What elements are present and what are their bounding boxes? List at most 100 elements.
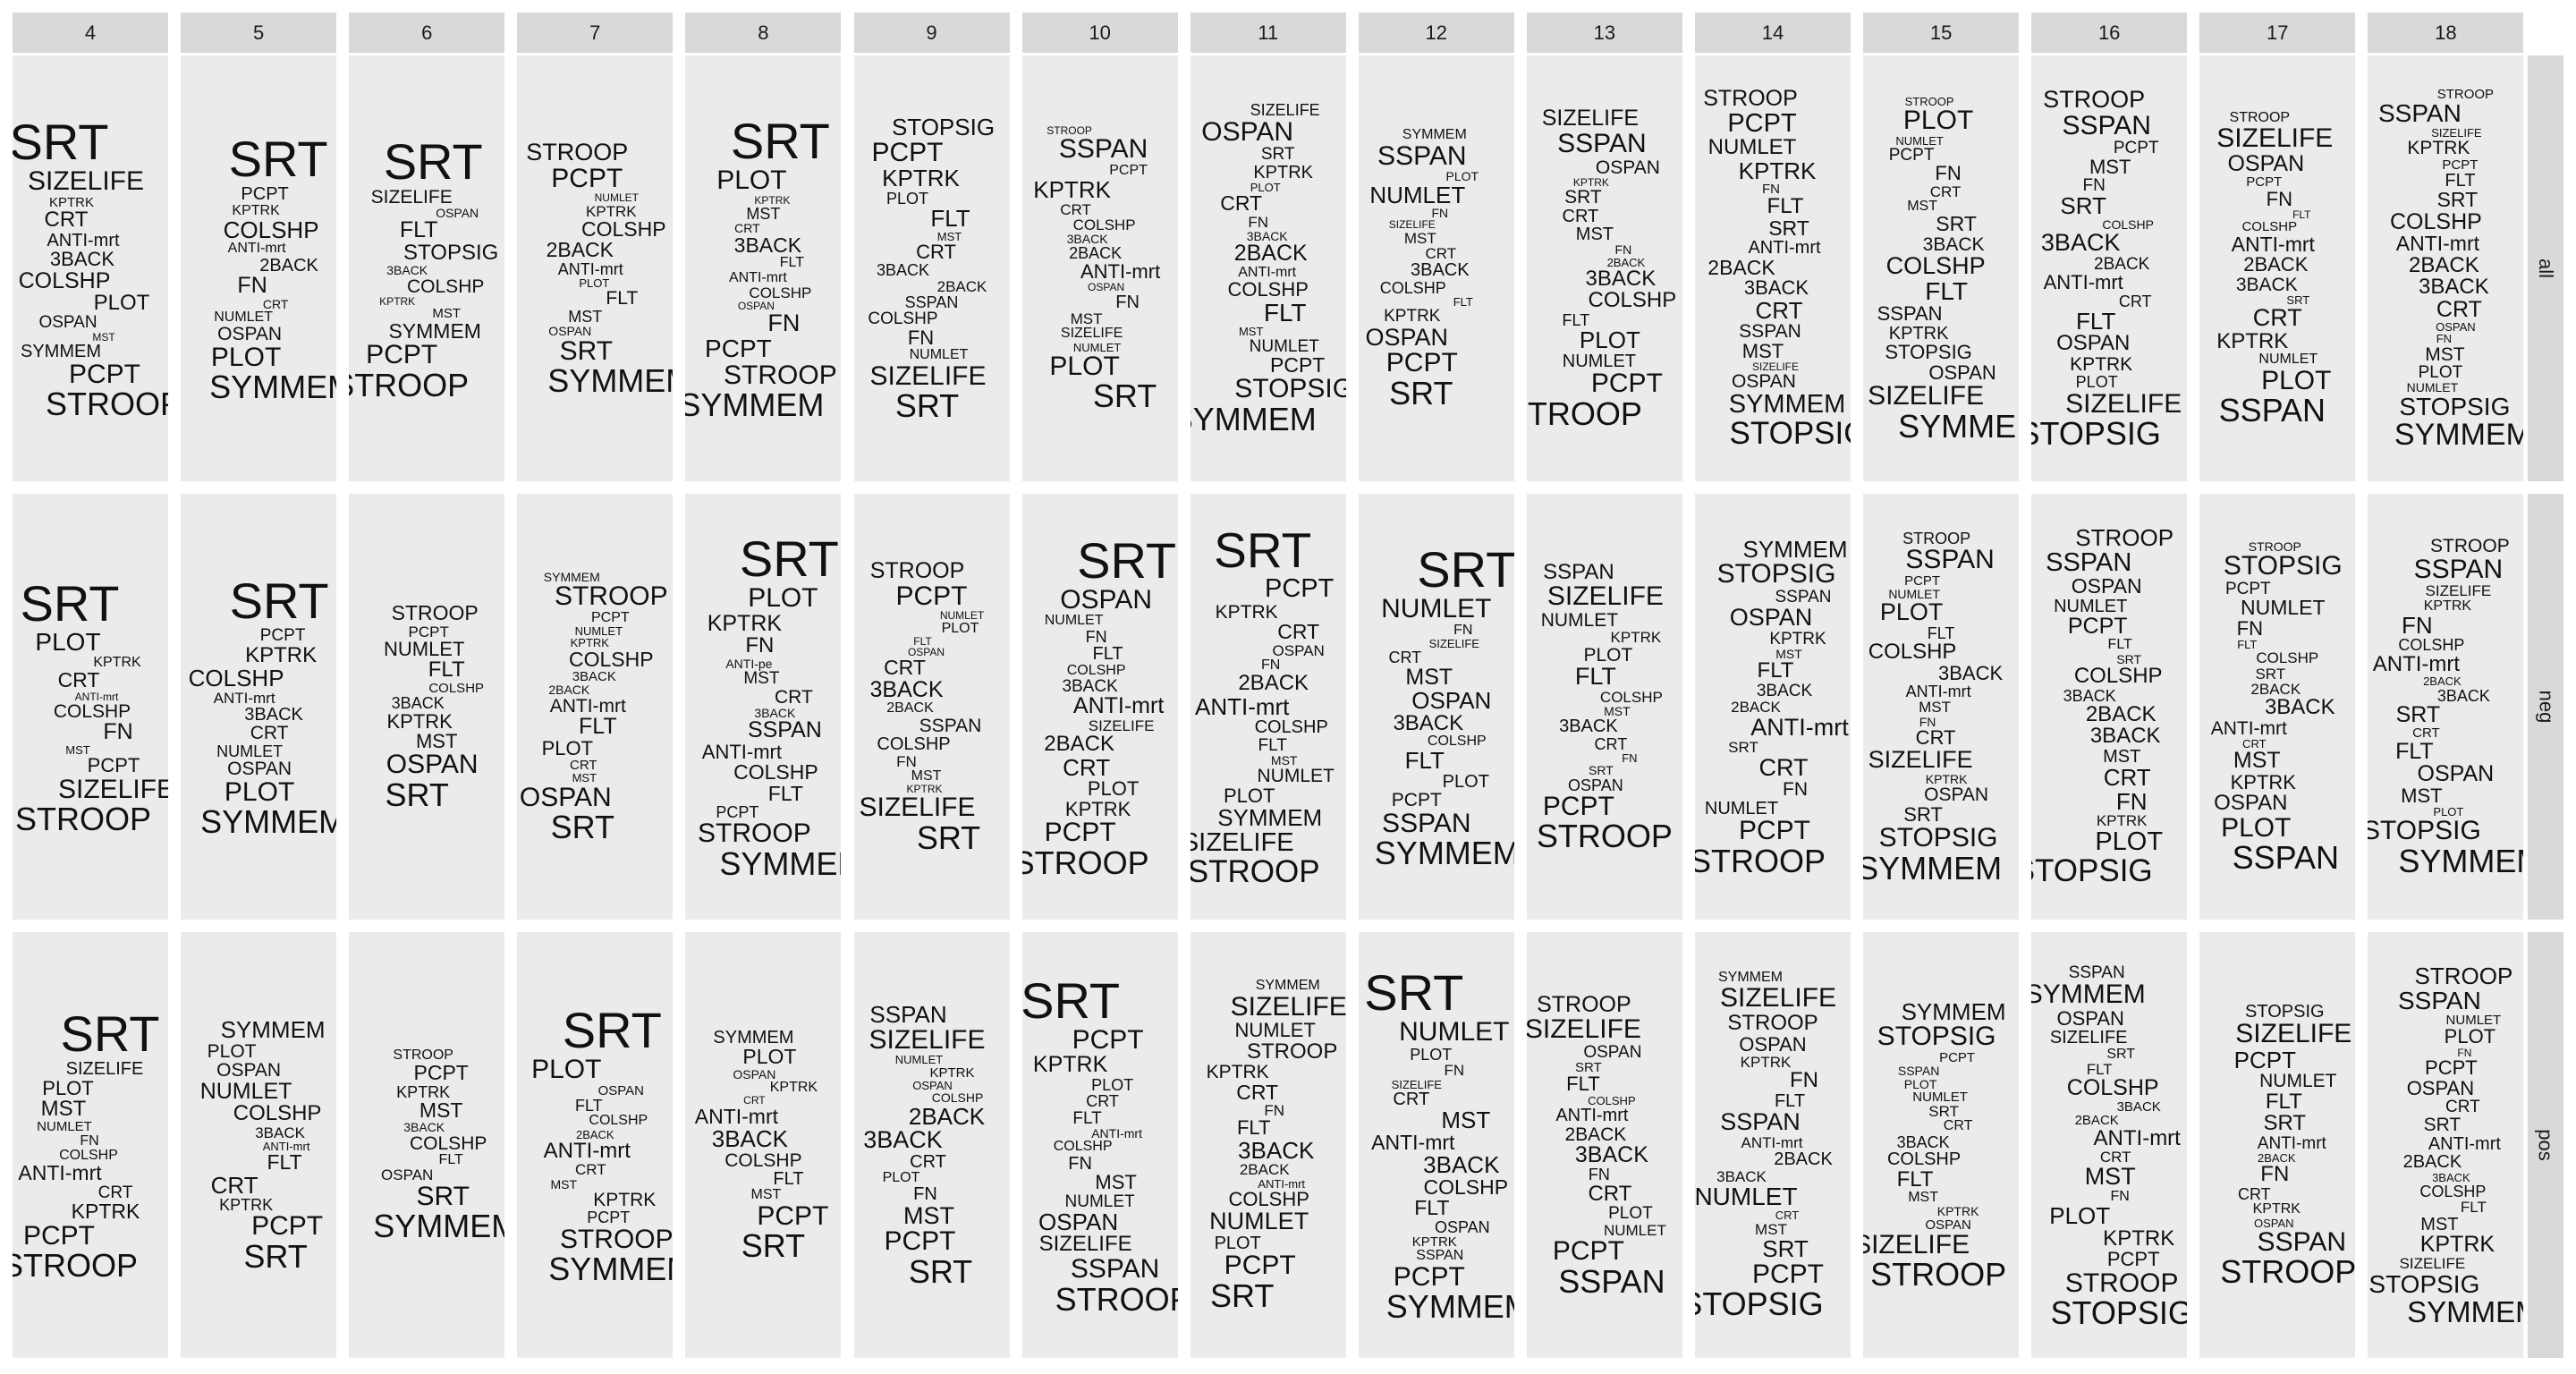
word-flt: FLT bbox=[1925, 277, 1968, 305]
word-flt: FLT bbox=[773, 1169, 804, 1189]
column-strip-4: 4 bbox=[13, 13, 168, 53]
word-anti-pe: ANTI-pe bbox=[725, 657, 773, 671]
word-sspan: SSPAN bbox=[1070, 1254, 1160, 1284]
panel-all-4: SRT SIZELIFE KPTRK CRT ANTI-mrt 3BACK COLSHP PL… bbox=[13, 55, 168, 481]
word-crt: CRT bbox=[1755, 297, 1803, 324]
word-sizelife: SIZELIFE bbox=[1391, 1078, 1442, 1091]
word-ospan: OSPAN bbox=[436, 206, 479, 220]
word-symmem: SYMMEM bbox=[1728, 390, 1846, 419]
word-3back: 3BACK bbox=[391, 694, 445, 712]
word-fn: FN bbox=[2402, 612, 2433, 639]
word-crt: CRT bbox=[2412, 725, 2440, 741]
word-colshp: COLSHP bbox=[1885, 252, 1986, 279]
word-srt: SRT bbox=[1077, 532, 1177, 589]
word-colshp: COLSHP bbox=[2398, 636, 2465, 654]
word-colshp: COLSHP bbox=[2419, 1183, 2487, 1200]
word-plot: PLOT bbox=[224, 777, 295, 807]
word-numlet: NUMLET bbox=[1044, 613, 1104, 628]
word-crt: CRT bbox=[44, 208, 89, 232]
word-pcpt: PCPT bbox=[1109, 163, 1148, 178]
word-pcpt: PCPT bbox=[87, 754, 140, 776]
word-sizelife: SIZELIFE bbox=[1388, 218, 1436, 231]
word-plot: PLOT bbox=[1250, 181, 1281, 194]
word-colshp: COLSHP bbox=[1423, 1175, 1509, 1199]
word-crt: CRT bbox=[97, 1183, 133, 1202]
word-mst: MST bbox=[568, 308, 603, 326]
word-numlet: NUMLET bbox=[214, 310, 273, 325]
panel-neg-8: SRT PLOT KPTRK FN ANTI-pe MST CRT 3BACK SSPAN ANT… bbox=[685, 494, 842, 920]
word-plot: PLOT bbox=[1049, 352, 1120, 381]
word-stopsig: STOPSIG bbox=[403, 241, 499, 265]
word-3back: 3BACK bbox=[1238, 1137, 1315, 1164]
row-strip-all: all bbox=[2528, 55, 2563, 481]
panel-neg-13: SSPAN SIZELIFE NUMLET KPTRK PLOT FLT COLSHP MST… bbox=[1526, 494, 1682, 920]
word-numlet: NUMLET bbox=[1381, 594, 1492, 623]
word-crt: CRT bbox=[2237, 1185, 2271, 1203]
word-2back: 2BACK bbox=[1238, 671, 1309, 695]
word-colshp: COLSHP bbox=[2066, 1075, 2159, 1100]
panel-pos-12: SRT NUMLET PLOT FN SIZELIFE CRT MST ANTI-mrt 3BA… bbox=[1358, 932, 1514, 1358]
word-stroop: STROOP bbox=[45, 386, 168, 422]
row-strip-label: all bbox=[2534, 258, 2557, 279]
word-fn: FN bbox=[1431, 206, 1449, 220]
word-fn: FN bbox=[1453, 623, 1473, 638]
word-ospan: OSPAN bbox=[1739, 1033, 1807, 1056]
word-flt: FLT bbox=[1896, 1167, 1934, 1192]
word-fn: FN bbox=[1444, 1062, 1465, 1079]
word-sizelife: SIZELIFE bbox=[1863, 1230, 1970, 1260]
word-colshp: COLSHP bbox=[2102, 217, 2154, 232]
word-crt: CRT bbox=[1393, 1090, 1430, 1109]
word-3back: 3BACK bbox=[255, 1124, 305, 1141]
word-sizelife: SIZELIFE bbox=[2049, 1028, 2128, 1047]
word-sspan: SSPAN bbox=[1377, 141, 1467, 171]
word-sspan: SSPAN bbox=[2046, 548, 2132, 577]
word-3back: 3BACK bbox=[1062, 677, 1118, 696]
word-colshp: COLSHP bbox=[1227, 278, 1309, 301]
word-2back: 2BACK bbox=[2402, 1152, 2462, 1172]
word-fn: FN bbox=[745, 633, 775, 657]
panel-neg-12: SRT NUMLET FN SIZELIFE CRT MST OSPAN 3BACK COLSH… bbox=[1358, 494, 1514, 920]
word-2back: 2BACK bbox=[2074, 1113, 2119, 1128]
word-srt: SRT bbox=[1903, 803, 1943, 826]
word-srt: SRT bbox=[2060, 192, 2106, 219]
word-numlet: NUMLET bbox=[2054, 597, 2128, 616]
word-flt: FLT bbox=[438, 1152, 463, 1167]
word-sspan: SSPAN bbox=[2377, 99, 2462, 127]
word-anti-mrt: ANTI-mrt bbox=[1072, 693, 1165, 718]
word-srt: SRT bbox=[1364, 964, 1464, 1021]
word-plot: PLOT bbox=[2261, 366, 2332, 395]
word-mst: MST bbox=[1919, 699, 1952, 716]
word-pcpt: PCPT bbox=[1738, 816, 1811, 845]
word-ospan: OSPAN bbox=[2436, 320, 2476, 334]
word-pcpt: PCPT bbox=[2246, 174, 2283, 190]
word-numlet: NUMLET bbox=[1888, 587, 1940, 601]
word-fn: FN bbox=[1085, 628, 1107, 646]
row-strip-label: neg bbox=[2535, 690, 2557, 724]
word-sizelife: SIZELIFE bbox=[57, 775, 168, 804]
word-mst: MST bbox=[92, 331, 115, 344]
word-sspan: SSPAN bbox=[2413, 555, 2504, 584]
word-pcpt: PCPT bbox=[705, 335, 772, 362]
word-sizelife: SIZELIFE bbox=[1751, 360, 1800, 373]
word-plot: PLOT bbox=[1410, 1046, 1453, 1064]
word-flt: FLT bbox=[2460, 1199, 2487, 1216]
word-2back: 2BACK bbox=[259, 256, 318, 276]
word-3back: 3BACK bbox=[2089, 724, 2161, 748]
word-pcpt: PCPT bbox=[1751, 1260, 1825, 1289]
word-3back: 3BACK bbox=[1559, 717, 1618, 736]
word-3back: 3BACK bbox=[1922, 234, 1985, 255]
word-crt: CRT bbox=[1594, 735, 1628, 753]
word-colshp: COLSHP bbox=[233, 1101, 322, 1125]
word-sizelife: SIZELIFE bbox=[1868, 381, 1985, 411]
word-numlet: NUMLET bbox=[1695, 1183, 1798, 1210]
word-kptrk: KPTRK bbox=[232, 203, 280, 218]
word-colshp: COLSHP bbox=[733, 760, 818, 784]
word-anti-mrt: ANTI-mrt bbox=[2372, 652, 2461, 676]
word-sspan: SSPAN bbox=[1557, 129, 1647, 158]
panel-pos-13: STROOP SIZELIFE OSPAN SRT FLT COLSHP ANTI-mrt 2… bbox=[1526, 932, 1682, 1358]
panel-pos-7: SRT PLOT OSPAN FLT COLSHP 2BACK ANTI-mrt CRT MST… bbox=[517, 932, 674, 1358]
word-ospan: OSPAN bbox=[2406, 1077, 2475, 1099]
word-sspan: SSPAN bbox=[2232, 839, 2339, 876]
word-2back: 2BACK bbox=[936, 278, 987, 295]
word-srt: SRT bbox=[1214, 522, 1312, 578]
